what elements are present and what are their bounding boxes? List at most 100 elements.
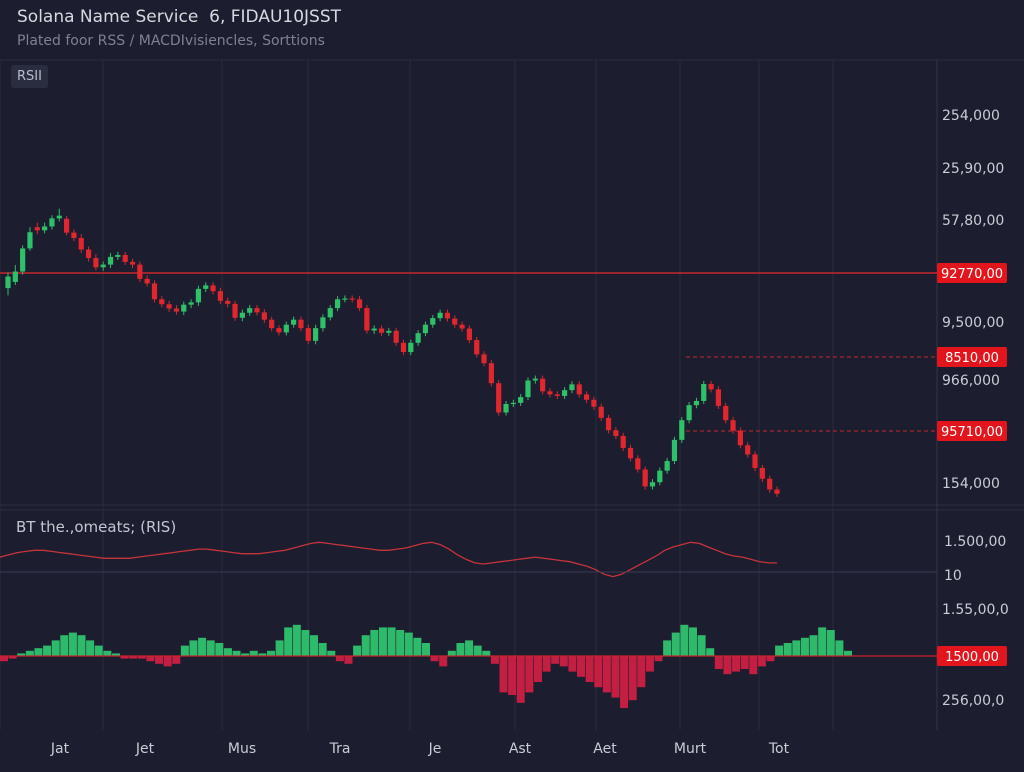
histogram-bar (223, 648, 232, 656)
histogram-bar (137, 656, 146, 659)
candles-layer (5, 208, 780, 497)
candle-body (671, 439, 678, 462)
candle-body (591, 399, 597, 407)
histogram-bar (249, 650, 258, 656)
candle-body (649, 482, 656, 487)
histogram-bar (34, 648, 43, 656)
x-tick-label: Jat (50, 741, 70, 757)
histogram-bar (180, 645, 189, 656)
histogram-bar (800, 637, 809, 656)
price-tag-box (937, 347, 1007, 367)
histogram-bar (275, 640, 284, 656)
histogram-bar (749, 656, 758, 675)
histogram-bar (155, 656, 164, 664)
candle-body (598, 406, 604, 418)
histogram-bar (706, 648, 715, 656)
histogram-bar (206, 640, 215, 656)
histogram-bar (775, 645, 784, 656)
histogram-bar (585, 656, 594, 682)
candle-body (93, 258, 99, 268)
chart-subtitle: Plated foor RSS / MACDIvisiencles, Sortt… (17, 33, 325, 49)
histogram-bar (818, 627, 827, 656)
histogram-bar (637, 656, 646, 688)
levels-layer: 92770,00 8510,00 95710,00 (0, 263, 1007, 441)
candle-body (210, 285, 216, 292)
candle-body (415, 333, 421, 343)
candle-body (540, 378, 546, 392)
histogram-bar (232, 650, 241, 656)
price-tag-label: 92770,00 (941, 267, 1003, 282)
candle-body (188, 302, 194, 305)
x-tick-label: Aet (593, 741, 617, 757)
candle-body (254, 308, 260, 313)
histogram-bar (663, 640, 672, 656)
candle-body (444, 312, 451, 319)
candle-body (759, 467, 765, 479)
histogram-bar (241, 653, 250, 656)
histogram-bar (198, 637, 207, 656)
candle-body (34, 227, 40, 231)
histogram-bar (172, 656, 181, 664)
candle-body (562, 390, 568, 396)
candle-body (122, 254, 128, 262)
candle-body (27, 232, 33, 249)
histogram-bar (387, 627, 396, 656)
candle-body (100, 264, 106, 268)
candle-body (269, 319, 275, 329)
candle-body (151, 283, 158, 300)
histogram-bar (292, 624, 301, 656)
rsi-axis-label: 10 (944, 568, 962, 584)
histogram-bar (344, 656, 353, 664)
candle-body (144, 278, 150, 284)
histogram-bar (335, 656, 344, 662)
candle-body (496, 383, 502, 413)
candle-body (349, 298, 355, 300)
candle-body (525, 380, 531, 398)
candle-body (56, 215, 62, 219)
x-tick-label: Murt (674, 741, 707, 757)
histogram-bar (732, 656, 741, 672)
histogram-bar (482, 650, 491, 656)
histogram-bar (310, 635, 319, 656)
histogram-bar (766, 656, 775, 662)
candle-body (569, 384, 575, 391)
candle-body (291, 319, 297, 325)
price-axis-label: 9,500,00 (942, 315, 1004, 331)
histogram-bar (577, 656, 586, 677)
chart-title: Solana Name Service 6, FIDAU10JSST (17, 7, 342, 27)
histogram-bar (465, 640, 474, 656)
candle-body (642, 469, 648, 487)
indicator-badge[interactable]: RSII (11, 65, 48, 88)
candle-body (459, 324, 465, 329)
candle-body (613, 430, 619, 436)
candle-body (5, 276, 11, 289)
histogram-axis-label: 1.55,00,0 (942, 602, 1009, 618)
candle-body (554, 394, 560, 396)
histogram-bar (0, 656, 9, 662)
histogram-bar (361, 635, 370, 656)
x-tick-label: Ast (509, 741, 532, 757)
rsi-axis-label: 1.500,00 (944, 534, 1006, 550)
histogram-bar (740, 656, 749, 669)
candle-body (217, 291, 223, 301)
histogram-bar (77, 635, 86, 656)
candle-body (225, 300, 231, 304)
candle-body (42, 226, 48, 231)
histogram-bar (146, 656, 155, 662)
x-tick-label: Tot (768, 741, 790, 757)
candle-body (664, 461, 670, 471)
candle-body (620, 435, 626, 448)
candle-body (701, 383, 707, 401)
candle-body (137, 264, 143, 279)
candle-body (63, 218, 70, 233)
price-axis-label: 254,000 (942, 108, 1000, 124)
histogram-bar (68, 632, 77, 656)
histogram-price-tag (937, 646, 1007, 666)
candle-body (276, 328, 282, 333)
histogram-bar (103, 650, 112, 656)
candle-body (166, 304, 172, 309)
candle-body (635, 458, 641, 470)
candle-body (422, 324, 429, 334)
price-tag-box (937, 263, 1007, 283)
